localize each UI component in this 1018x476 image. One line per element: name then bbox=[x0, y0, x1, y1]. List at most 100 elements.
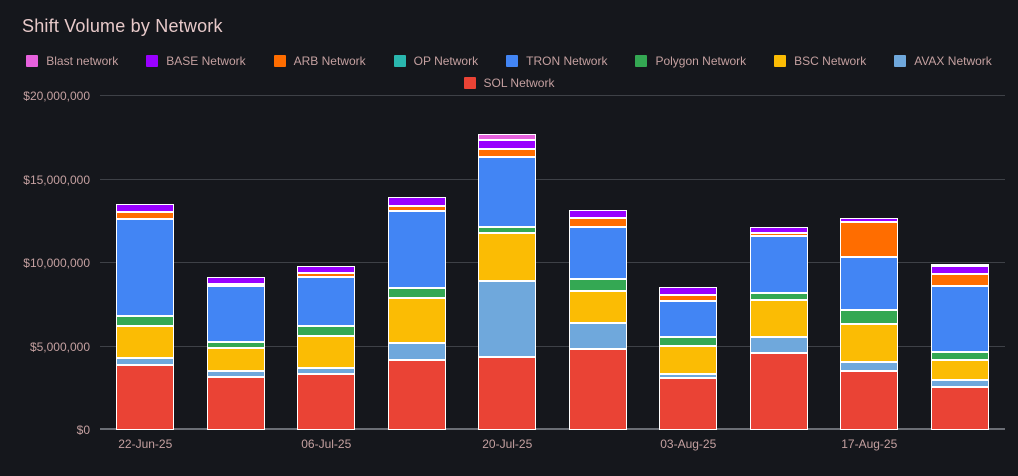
stacked-bar[interactable] bbox=[387, 96, 446, 430]
bar-segment-avax-network[interactable] bbox=[930, 379, 989, 388]
bar-segment-avax-network[interactable] bbox=[659, 374, 718, 379]
bar-segment-arb-network[interactable] bbox=[930, 273, 989, 286]
bar-segment-avax-network[interactable] bbox=[206, 370, 265, 377]
stacked-bar[interactable] bbox=[297, 96, 356, 430]
bar-segment-tron-network[interactable] bbox=[478, 156, 537, 228]
bar-segment-bsc-network[interactable] bbox=[930, 359, 989, 380]
bar-segment-avax-network[interactable] bbox=[568, 323, 627, 350]
bar-segment-arb-network[interactable] bbox=[749, 233, 808, 237]
stacked-bar[interactable] bbox=[568, 96, 627, 430]
bar-segment-bsc-network[interactable] bbox=[568, 290, 627, 324]
bar-segment-avax-network[interactable] bbox=[116, 358, 175, 365]
bar-segment-sol-network[interactable] bbox=[478, 356, 537, 430]
bar-segment-base-network[interactable] bbox=[568, 209, 627, 218]
legend-item-bsc-network[interactable]: BSC Network bbox=[774, 54, 866, 68]
bar-segment-blast-network[interactable] bbox=[930, 264, 989, 267]
bar-segment-polygon-network[interactable] bbox=[749, 293, 808, 300]
legend-item-op-network[interactable]: OP Network bbox=[393, 54, 478, 68]
legend-label: BSC Network bbox=[794, 54, 867, 68]
bar-segment-sol-network[interactable] bbox=[387, 359, 446, 430]
bar-slot bbox=[553, 96, 644, 430]
bar-segment-sol-network[interactable] bbox=[930, 387, 989, 430]
bar-segment-avax-network[interactable] bbox=[749, 337, 808, 354]
bar-segment-arb-network[interactable] bbox=[659, 294, 718, 302]
bar-segment-bsc-network[interactable] bbox=[206, 348, 265, 371]
bar-segment-polygon-network[interactable] bbox=[840, 309, 899, 324]
bar-segment-sol-network[interactable] bbox=[568, 349, 627, 430]
legend-item-avax-network[interactable]: AVAX Network bbox=[894, 54, 992, 68]
bar-segment-polygon-network[interactable] bbox=[206, 341, 265, 349]
bar-segment-base-network[interactable] bbox=[297, 265, 356, 274]
legend-item-polygon-network[interactable]: Polygon Network bbox=[635, 54, 746, 68]
bar-segment-base-network[interactable] bbox=[116, 203, 175, 213]
bar-segment-base-network[interactable] bbox=[749, 227, 808, 233]
stacked-bar[interactable] bbox=[840, 96, 899, 430]
bar-segment-tron-network[interactable] bbox=[206, 286, 265, 342]
bar-segment-tron-network[interactable] bbox=[387, 211, 446, 289]
bar-segment-avax-network[interactable] bbox=[297, 368, 356, 375]
bar-segment-bsc-network[interactable] bbox=[116, 325, 175, 359]
bar-segment-sol-network[interactable] bbox=[840, 370, 899, 430]
bar-segment-bsc-network[interactable] bbox=[478, 232, 537, 281]
bar-segment-base-network[interactable] bbox=[387, 197, 446, 207]
legend-color-swatch-icon bbox=[894, 55, 907, 67]
legend-item-tron-network[interactable]: TRON Network bbox=[506, 54, 607, 68]
bar-segment-bsc-network[interactable] bbox=[297, 335, 356, 369]
bar-segment-avax-network[interactable] bbox=[478, 280, 537, 357]
bar-segment-polygon-network[interactable] bbox=[930, 352, 989, 360]
bar-segment-polygon-network[interactable] bbox=[568, 278, 627, 291]
bar-segment-arb-network[interactable] bbox=[387, 206, 446, 212]
bar-slot bbox=[462, 96, 553, 430]
bar-segment-sol-network[interactable] bbox=[659, 378, 718, 430]
legend-item-blast-network[interactable]: Blast network bbox=[26, 54, 118, 68]
bar-segment-tron-network[interactable] bbox=[116, 218, 175, 316]
bar-segment-base-network[interactable] bbox=[206, 276, 265, 285]
bar-segment-bsc-network[interactable] bbox=[749, 299, 808, 338]
bar-segment-base-network[interactable] bbox=[840, 217, 899, 223]
bar-segment-tron-network[interactable] bbox=[930, 285, 989, 353]
bar-segment-sol-network[interactable] bbox=[297, 374, 356, 430]
legend-item-sol-network[interactable]: SOL Network bbox=[463, 76, 554, 90]
bar-segment-tron-network[interactable] bbox=[659, 301, 718, 337]
bar-segment-polygon-network[interactable] bbox=[297, 326, 356, 336]
bar-segment-bsc-network[interactable] bbox=[840, 323, 899, 362]
bar-segment-arb-network[interactable] bbox=[478, 149, 537, 157]
bar-segment-blast-network[interactable] bbox=[478, 134, 537, 141]
bar-segment-base-network[interactable] bbox=[659, 287, 718, 295]
bar-segment-arb-network[interactable] bbox=[297, 273, 356, 278]
bar-segment-base-network[interactable] bbox=[930, 266, 989, 274]
bar-segment-base-network[interactable] bbox=[478, 140, 537, 150]
bar-segment-arb-network[interactable] bbox=[568, 217, 627, 228]
stacked-bar[interactable] bbox=[749, 96, 808, 430]
stacked-bar[interactable] bbox=[659, 96, 718, 430]
bar-segment-polygon-network[interactable] bbox=[478, 227, 537, 233]
bar-segment-tron-network[interactable] bbox=[297, 277, 356, 327]
bar-segment-sol-network[interactable] bbox=[749, 353, 808, 430]
bar-segment-tron-network[interactable] bbox=[749, 236, 808, 294]
bar-segment-avax-network[interactable] bbox=[840, 361, 899, 371]
legend-item-base-network[interactable]: BASE Network bbox=[146, 54, 246, 68]
bar-segment-polygon-network[interactable] bbox=[659, 336, 718, 346]
stacked-bar[interactable] bbox=[930, 96, 989, 430]
bar-segment-bsc-network[interactable] bbox=[387, 298, 446, 344]
x-axis-label-empty bbox=[734, 437, 825, 451]
bar-segment-arb-network[interactable] bbox=[116, 212, 175, 219]
bar-segment-arb-network[interactable] bbox=[206, 284, 265, 287]
bar-segment-sol-network[interactable] bbox=[116, 364, 175, 430]
x-axis-label-empty bbox=[553, 437, 644, 451]
bar-segment-polygon-network[interactable] bbox=[116, 315, 175, 326]
bar-segment-polygon-network[interactable] bbox=[387, 288, 446, 299]
bar-segment-sol-network[interactable] bbox=[206, 376, 265, 430]
bar-segment-tron-network[interactable] bbox=[568, 227, 627, 279]
bar-segment-tron-network[interactable] bbox=[840, 257, 899, 310]
legend-item-arb-network[interactable]: ARB Network bbox=[273, 54, 366, 68]
x-axis-label-empty bbox=[372, 437, 463, 451]
stacked-bar[interactable] bbox=[206, 96, 265, 430]
bar-segment-arb-network[interactable] bbox=[840, 222, 899, 258]
bar-segment-bsc-network[interactable] bbox=[659, 345, 718, 375]
stacked-bar[interactable] bbox=[116, 96, 175, 430]
x-axis-label: 03-Aug-25 bbox=[660, 437, 717, 451]
legend-label: BASE Network bbox=[166, 54, 246, 68]
stacked-bar[interactable] bbox=[478, 96, 537, 430]
bar-segment-avax-network[interactable] bbox=[387, 343, 446, 360]
